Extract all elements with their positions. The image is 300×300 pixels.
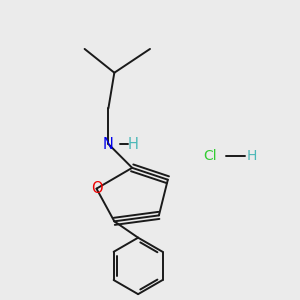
- Text: Cl: Cl: [203, 149, 217, 163]
- Text: H: H: [247, 149, 257, 163]
- Text: N: N: [103, 136, 114, 152]
- Text: O: O: [91, 181, 102, 196]
- Text: H: H: [127, 136, 138, 152]
